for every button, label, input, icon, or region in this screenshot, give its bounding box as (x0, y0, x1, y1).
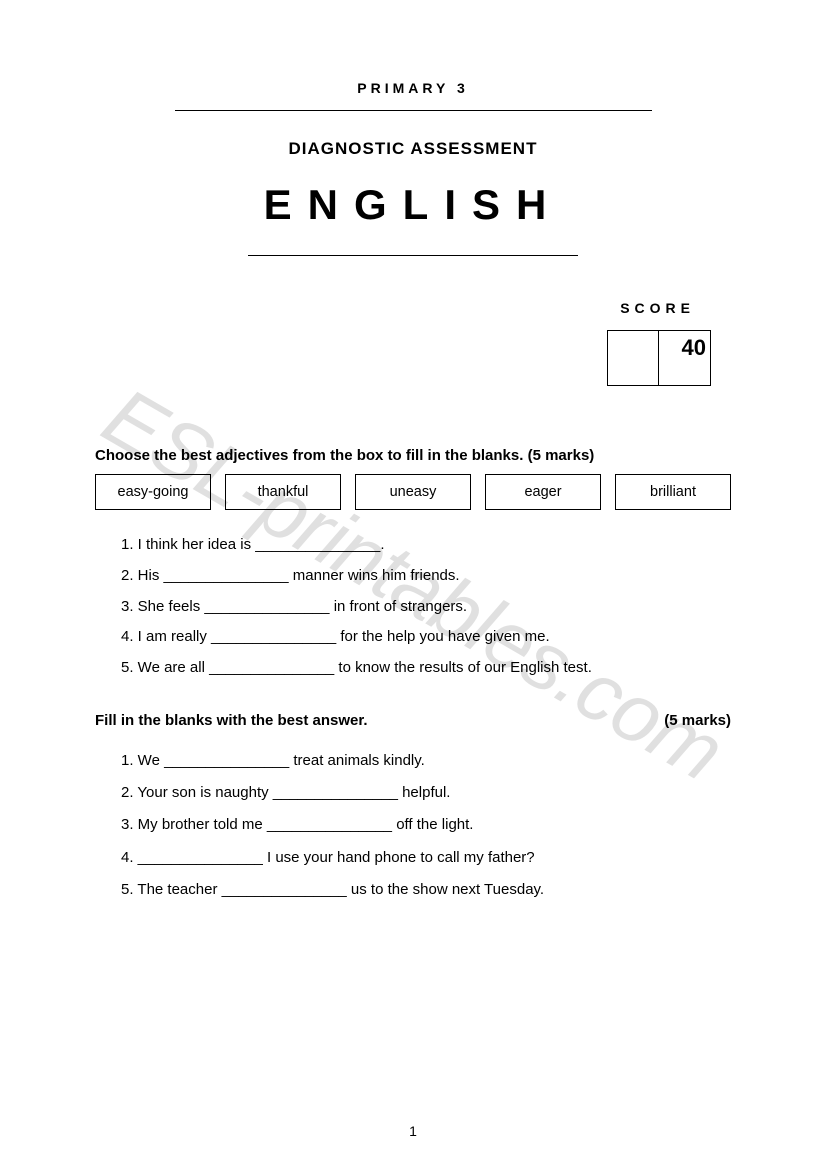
word-option: uneasy (355, 474, 471, 510)
score-label: SCORE (95, 300, 711, 316)
question-item: 4. _______________ I use your hand phone… (121, 842, 731, 874)
question-item: 3. She feels _______________ in front of… (121, 592, 731, 623)
section2-instruction-text: Fill in the blanks with the best answer. (95, 712, 368, 729)
score-max-box: 40 (659, 330, 711, 386)
score-input-box (607, 330, 659, 386)
section2-instruction: Fill in the blanks with the best answer.… (95, 712, 731, 729)
score-area: SCORE 40 (95, 300, 731, 391)
question-item: 1. We _______________ treat animals kind… (121, 745, 731, 777)
word-option: brilliant (615, 474, 731, 510)
section1-questions: 1. I think her idea is _______________. … (95, 530, 731, 684)
section2-marks: (5 marks) (664, 712, 731, 729)
subject-title: ENGLISH (95, 181, 731, 229)
word-option: easy-going (95, 474, 211, 510)
question-item: 2. Your son is naughty _______________ h… (121, 777, 731, 809)
question-item: 1. I think her idea is _______________. (121, 530, 731, 561)
question-item: 5. The teacher _______________ us to the… (121, 874, 731, 906)
divider-top (175, 110, 652, 111)
document-content: PRIMARY 3 DIAGNOSTIC ASSESSMENT ENGLISH … (95, 80, 731, 906)
question-item: 2. His _______________ manner wins him f… (121, 561, 731, 592)
word-option: thankful (225, 474, 341, 510)
word-option: eager (485, 474, 601, 510)
grade-level: PRIMARY 3 (95, 80, 731, 96)
divider-under-title (248, 255, 579, 256)
question-item: 3. My brother told me _______________ of… (121, 809, 731, 841)
page-number: 1 (409, 1123, 417, 1139)
question-item: 4. I am really _______________ for the h… (121, 622, 731, 653)
assessment-type: DIAGNOSTIC ASSESSMENT (95, 139, 731, 159)
question-item: 5. We are all _______________ to know th… (121, 653, 731, 684)
score-boxes: 40 (607, 330, 711, 386)
section1-instruction: Choose the best adjectives from the box … (95, 447, 731, 464)
word-bank: easy-going thankful uneasy eager brillia… (95, 474, 731, 510)
section2-questions: 1. We _______________ treat animals kind… (95, 745, 731, 906)
